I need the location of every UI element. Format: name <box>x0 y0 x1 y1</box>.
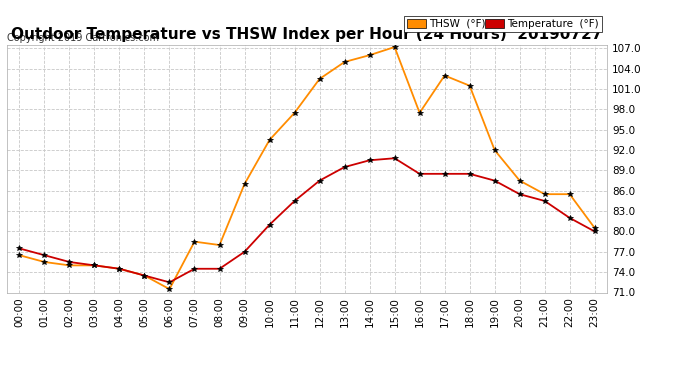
Text: Copyright 2019 Cartronics.com: Copyright 2019 Cartronics.com <box>7 33 159 42</box>
Title: Outdoor Temperature vs THSW Index per Hour (24 Hours)  20190727: Outdoor Temperature vs THSW Index per Ho… <box>11 27 603 42</box>
Legend: THSW  (°F), Temperature  (°F): THSW (°F), Temperature (°F) <box>404 15 602 32</box>
